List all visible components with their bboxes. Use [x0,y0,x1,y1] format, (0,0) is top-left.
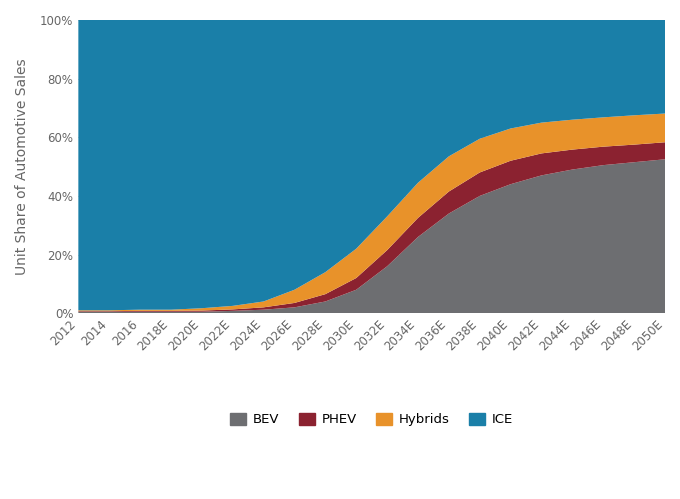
Legend: BEV, PHEV, Hybrids, ICE: BEV, PHEV, Hybrids, ICE [225,408,518,432]
Y-axis label: Unit Share of Automotive Sales: Unit Share of Automotive Sales [15,58,29,275]
